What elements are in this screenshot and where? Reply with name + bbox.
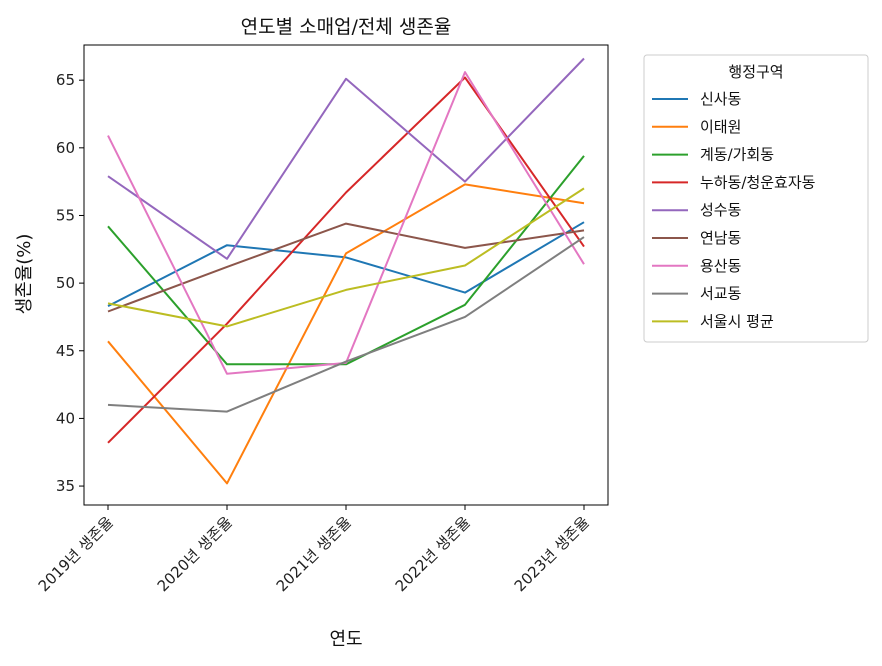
legend-title: 행정구역 <box>728 63 783 81</box>
legend-label-8: 서울시 평균 <box>700 312 774 330</box>
legend-label-4: 성수동 <box>700 201 742 219</box>
x-tick-label: 2020년 생존율 <box>154 513 236 595</box>
y-tick-label: 50 <box>56 274 75 292</box>
x-axis-title: 연도 <box>329 629 362 650</box>
x-tick-label: 2019년 생존율 <box>35 513 117 595</box>
y-tick-label: 45 <box>56 342 75 360</box>
legend-label-3: 누하동/청운효자동 <box>700 173 816 191</box>
y-tick-label: 35 <box>56 477 75 495</box>
series-line-6 <box>107 71 585 375</box>
legend-label-5: 연남동 <box>700 229 742 247</box>
legend-label-6: 용산동 <box>700 257 742 275</box>
series-line-5 <box>107 222 585 313</box>
x-tick-label: 2022년 생존율 <box>392 513 474 595</box>
x-tick-label: 2021년 생존율 <box>273 513 355 595</box>
series-line-2 <box>107 155 585 366</box>
chart-title: 연도별 소매업/전체 생존율 <box>241 16 452 38</box>
series-line-7 <box>107 236 585 413</box>
legend-label-1: 이태원 <box>700 118 741 136</box>
y-tick-label: 65 <box>56 71 75 89</box>
series-line-1 <box>107 183 585 485</box>
series-line-4 <box>107 57 585 260</box>
x-axis: 2019년 생존율 2020년 생존율 2021년 생존율 2022년 생존율 2023… <box>35 505 593 595</box>
y-tick-label: 40 <box>56 409 75 427</box>
plot-area <box>83 44 609 506</box>
legend-frame <box>643 54 869 343</box>
legend-label-7: 서교동 <box>700 285 742 303</box>
y-tick-label: 60 <box>56 139 75 157</box>
series-line-8 <box>107 187 585 328</box>
y-axis: 35 40 45 50 55 60 65 <box>56 71 84 495</box>
x-tick-label: 2023년 생존율 <box>511 513 593 595</box>
legend-label-0: 신사동 <box>700 90 742 108</box>
y-axis-title: 생존율(%) <box>14 234 35 315</box>
series-line-3 <box>107 76 585 444</box>
series-line-0 <box>107 221 585 307</box>
legend: 행정구역 신사동이태원계동/가회동누하동/청운효자동성수동연남동용산동서교동서울… <box>643 54 869 343</box>
y-tick-label: 55 <box>56 206 75 224</box>
legend-label-2: 계동/가회동 <box>700 146 774 164</box>
